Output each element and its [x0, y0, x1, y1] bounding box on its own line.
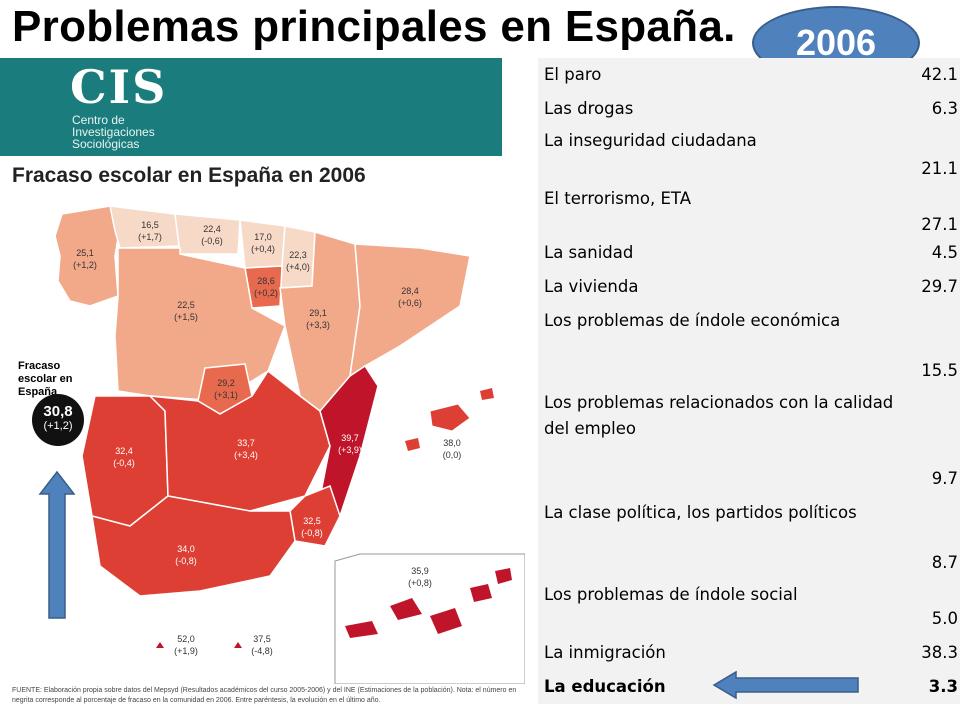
label-melilla-delta: (-4,8)	[251, 646, 273, 656]
problems-table: El paro 42.1 Las drogas 6.3 La insegurid…	[538, 58, 960, 704]
problem-value: 3.3	[928, 677, 958, 696]
label-asturias-delta: (+1,7)	[138, 232, 162, 242]
region-baleares	[429, 403, 471, 432]
arrow-up-icon	[38, 470, 76, 619]
spain-map: 25,1 (+1,2) 16,5 (+1,7) 22,4 (-0,6) 17,0…	[54, 205, 525, 684]
problem-value: 8.7	[931, 553, 958, 572]
label-valenciana-delta: (+3,9)	[338, 445, 362, 455]
label-la-rioja-delta: (+0,2)	[254, 288, 278, 298]
map-source-note: FUENTE: Elaboración propia sobre datos d…	[12, 687, 517, 704]
problem-label: Los problemas relacionados con la calida…	[544, 393, 894, 438]
label-cantabria-delta: (-0,6)	[201, 236, 223, 246]
label-castilla-la-mancha-delta: (+3,4)	[234, 450, 258, 460]
problem-label: El terrorismo, ETA	[544, 189, 692, 208]
problem-label: La inseguridad ciudadana	[544, 131, 757, 150]
label-castilla-leon: 22,5	[177, 300, 195, 310]
label-madrid-delta: (+3,1)	[214, 390, 238, 400]
canarias-inset-frame	[334, 553, 525, 684]
label-canarias: 35,9	[411, 566, 429, 576]
label-navarra: 22,3	[289, 250, 307, 260]
problem-value: 21.1	[921, 159, 958, 178]
legend-value: 30,8	[43, 403, 73, 420]
label-asturias: 16,5	[141, 220, 159, 230]
label-extremadura: 32,4	[115, 446, 133, 456]
label-galicia: 25,1	[76, 248, 94, 258]
problem-label: Los problemas de índole económica	[544, 311, 841, 330]
problem-value: 9.7	[931, 469, 958, 488]
problem-value: 15.5	[921, 361, 958, 380]
label-aragon: 29,1	[309, 308, 327, 318]
cis-logo-text: CIS	[70, 60, 168, 114]
region-ceuta	[156, 642, 164, 648]
label-cantabria: 22,4	[203, 224, 221, 234]
label-andalucia-delta: (-0,8)	[175, 556, 197, 566]
problem-value: 6.3	[931, 99, 958, 118]
cis-logo-subtitle: Centro de Investigaciones Sociológicas	[72, 114, 155, 150]
label-navarra-delta: (+4,0)	[286, 262, 310, 272]
region-melilla	[234, 642, 242, 648]
region-canarias	[345, 568, 512, 638]
label-madrid: 29,2	[217, 378, 235, 388]
label-la-rioja: 28,6	[257, 276, 275, 286]
cis-logo-line: Sociológicas	[72, 137, 140, 151]
label-ceuta-delta: (+1,9)	[174, 646, 198, 656]
arrow-left-icon	[712, 670, 859, 700]
problem-label: La sanidad	[544, 243, 634, 262]
label-melilla: 37,5	[253, 634, 271, 644]
label-valenciana: 39,7	[341, 433, 359, 443]
cis-logo: CIS Centro de Investigaciones Sociológic…	[0, 58, 502, 156]
label-murcia: 32,5	[303, 516, 321, 526]
problem-label: Los problemas de índole social	[544, 585, 798, 604]
problem-label: El paro	[544, 65, 602, 84]
label-ceuta: 52,0	[177, 634, 195, 644]
label-canarias-delta: (+0,8)	[408, 578, 432, 588]
label-cataluna: 28,4	[401, 286, 419, 296]
label-castilla-la-mancha: 33,7	[237, 438, 255, 448]
label-pais-vasco-delta: (+0,4)	[251, 244, 275, 254]
problem-value: 42.1	[921, 65, 958, 84]
region-cantabria	[174, 213, 241, 255]
cis-logo-line: Centro de	[72, 113, 125, 127]
map-heading: Fracaso escolar en España en 2006	[12, 164, 366, 187]
region-asturias	[109, 205, 181, 249]
label-galicia-delta: (+1,2)	[73, 260, 97, 270]
label-extremadura-delta: (-0,4)	[113, 458, 135, 468]
legend-title: Fracaso escolar en España	[18, 360, 73, 398]
problem-label: La vivienda	[544, 277, 639, 296]
problem-value: 27.1	[921, 215, 958, 234]
cis-logo-line: Investigaciones	[72, 125, 155, 139]
problem-label: Las drogas	[544, 99, 634, 118]
problem-value: 4.5	[931, 243, 958, 262]
legend-delta: (+1,2)	[43, 420, 73, 432]
problem-value: 38.3	[921, 643, 958, 662]
problem-value: 29.7	[921, 277, 958, 296]
label-andalucia: 34,0	[177, 544, 195, 554]
problem-label: La inmigración	[544, 643, 666, 662]
region-baleares-island	[405, 438, 420, 451]
cis-logo-mark: CIS	[70, 60, 226, 114]
legend-national-value: 30,8 (+1,2)	[32, 394, 84, 446]
label-cataluna-delta: (+0,6)	[398, 298, 422, 308]
label-baleares-delta: (0,0)	[443, 450, 462, 460]
label-pais-vasco: 17,0	[254, 232, 272, 242]
school-failure-map-panel: Fracaso escolar en España en 2006	[0, 156, 525, 720]
label-castilla-leon-delta: (+1,5)	[174, 312, 198, 322]
problem-label: La educación	[544, 677, 666, 696]
problem-label: La clase política, los partidos político…	[544, 503, 857, 522]
page-title: Problemas principales en España.	[12, 2, 736, 51]
region-baleares-island	[480, 388, 494, 400]
region-cataluna	[349, 243, 471, 378]
label-murcia-delta: (-0,8)	[301, 528, 323, 538]
label-baleares: 38,0	[443, 438, 461, 448]
region-andalucia	[91, 495, 296, 597]
problem-value: 5.0	[931, 609, 958, 628]
label-aragon-delta: (+3,3)	[306, 320, 330, 330]
